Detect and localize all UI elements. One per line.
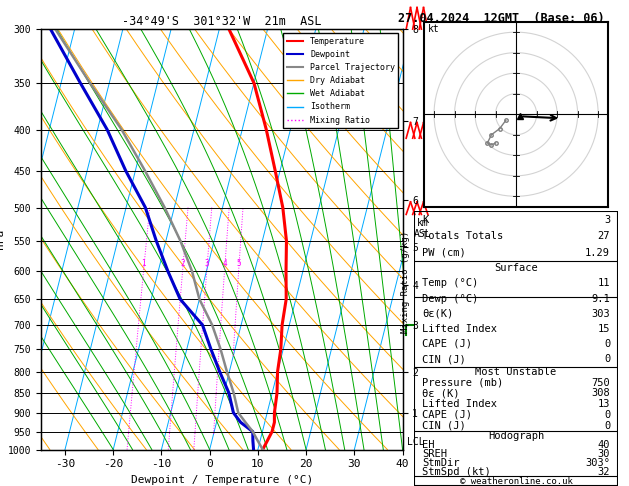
Text: Pressure (mb): Pressure (mb) xyxy=(422,378,503,388)
Text: CAPE (J): CAPE (J) xyxy=(422,410,472,420)
Text: 27.04.2024  12GMT  (Base: 06): 27.04.2024 12GMT (Base: 06) xyxy=(398,12,604,25)
Text: 11: 11 xyxy=(598,278,610,289)
Title: -34°49'S  301°32'W  21m  ASL: -34°49'S 301°32'W 21m ASL xyxy=(122,15,321,28)
Text: 0: 0 xyxy=(604,339,610,349)
Text: 2: 2 xyxy=(181,259,185,268)
Text: 30: 30 xyxy=(598,449,610,459)
Text: 1.29: 1.29 xyxy=(585,247,610,258)
Text: θε(K): θε(K) xyxy=(422,309,454,319)
Text: CIN (J): CIN (J) xyxy=(422,421,466,431)
Text: 303: 303 xyxy=(591,309,610,319)
Text: Most Unstable: Most Unstable xyxy=(476,367,557,377)
Text: Surface: Surface xyxy=(494,263,538,274)
Text: 9.1: 9.1 xyxy=(591,294,610,304)
X-axis label: Dewpoint / Temperature (°C): Dewpoint / Temperature (°C) xyxy=(131,475,313,485)
Text: StmSpd (kt): StmSpd (kt) xyxy=(422,467,491,477)
Text: 0: 0 xyxy=(604,410,610,420)
Y-axis label: km
ASL: km ASL xyxy=(413,218,431,239)
Legend: Temperature, Dewpoint, Parcel Trajectory, Dry Adiabat, Wet Adiabat, Isotherm, Mi: Temperature, Dewpoint, Parcel Trajectory… xyxy=(284,34,398,128)
Text: LCL: LCL xyxy=(407,437,425,447)
Text: 4: 4 xyxy=(223,259,227,268)
Text: 750: 750 xyxy=(591,378,610,388)
Text: 308: 308 xyxy=(591,388,610,399)
Text: Totals Totals: Totals Totals xyxy=(422,231,503,241)
Text: SREH: SREH xyxy=(422,449,447,459)
Text: Temp (°C): Temp (°C) xyxy=(422,278,478,289)
Text: Lifted Index: Lifted Index xyxy=(422,399,497,409)
Text: Hodograph: Hodograph xyxy=(488,431,544,441)
Text: θε (K): θε (K) xyxy=(422,388,460,399)
Text: 0: 0 xyxy=(604,354,610,364)
Text: 3: 3 xyxy=(204,259,209,268)
Text: Lifted Index: Lifted Index xyxy=(422,324,497,334)
Text: K: K xyxy=(422,215,428,225)
Text: 303°: 303° xyxy=(585,458,610,468)
Text: © weatheronline.co.uk: © weatheronline.co.uk xyxy=(460,477,572,486)
Text: StmDir: StmDir xyxy=(422,458,460,468)
Text: 1: 1 xyxy=(142,259,146,268)
Text: 32: 32 xyxy=(598,467,610,477)
Text: 15: 15 xyxy=(598,324,610,334)
Y-axis label: hPa: hPa xyxy=(0,229,5,249)
Text: Mixing Ratio (g/kg): Mixing Ratio (g/kg) xyxy=(401,231,409,333)
Text: 27: 27 xyxy=(598,231,610,241)
Text: 3: 3 xyxy=(604,215,610,225)
Text: CAPE (J): CAPE (J) xyxy=(422,339,472,349)
Text: kt: kt xyxy=(428,24,440,34)
Text: 5: 5 xyxy=(237,259,241,268)
Text: 0: 0 xyxy=(604,421,610,431)
Text: PW (cm): PW (cm) xyxy=(422,247,466,258)
Text: 13: 13 xyxy=(598,399,610,409)
Text: 40: 40 xyxy=(598,440,610,450)
Text: CIN (J): CIN (J) xyxy=(422,354,466,364)
Text: EH: EH xyxy=(422,440,435,450)
Text: Dewp (°C): Dewp (°C) xyxy=(422,294,478,304)
